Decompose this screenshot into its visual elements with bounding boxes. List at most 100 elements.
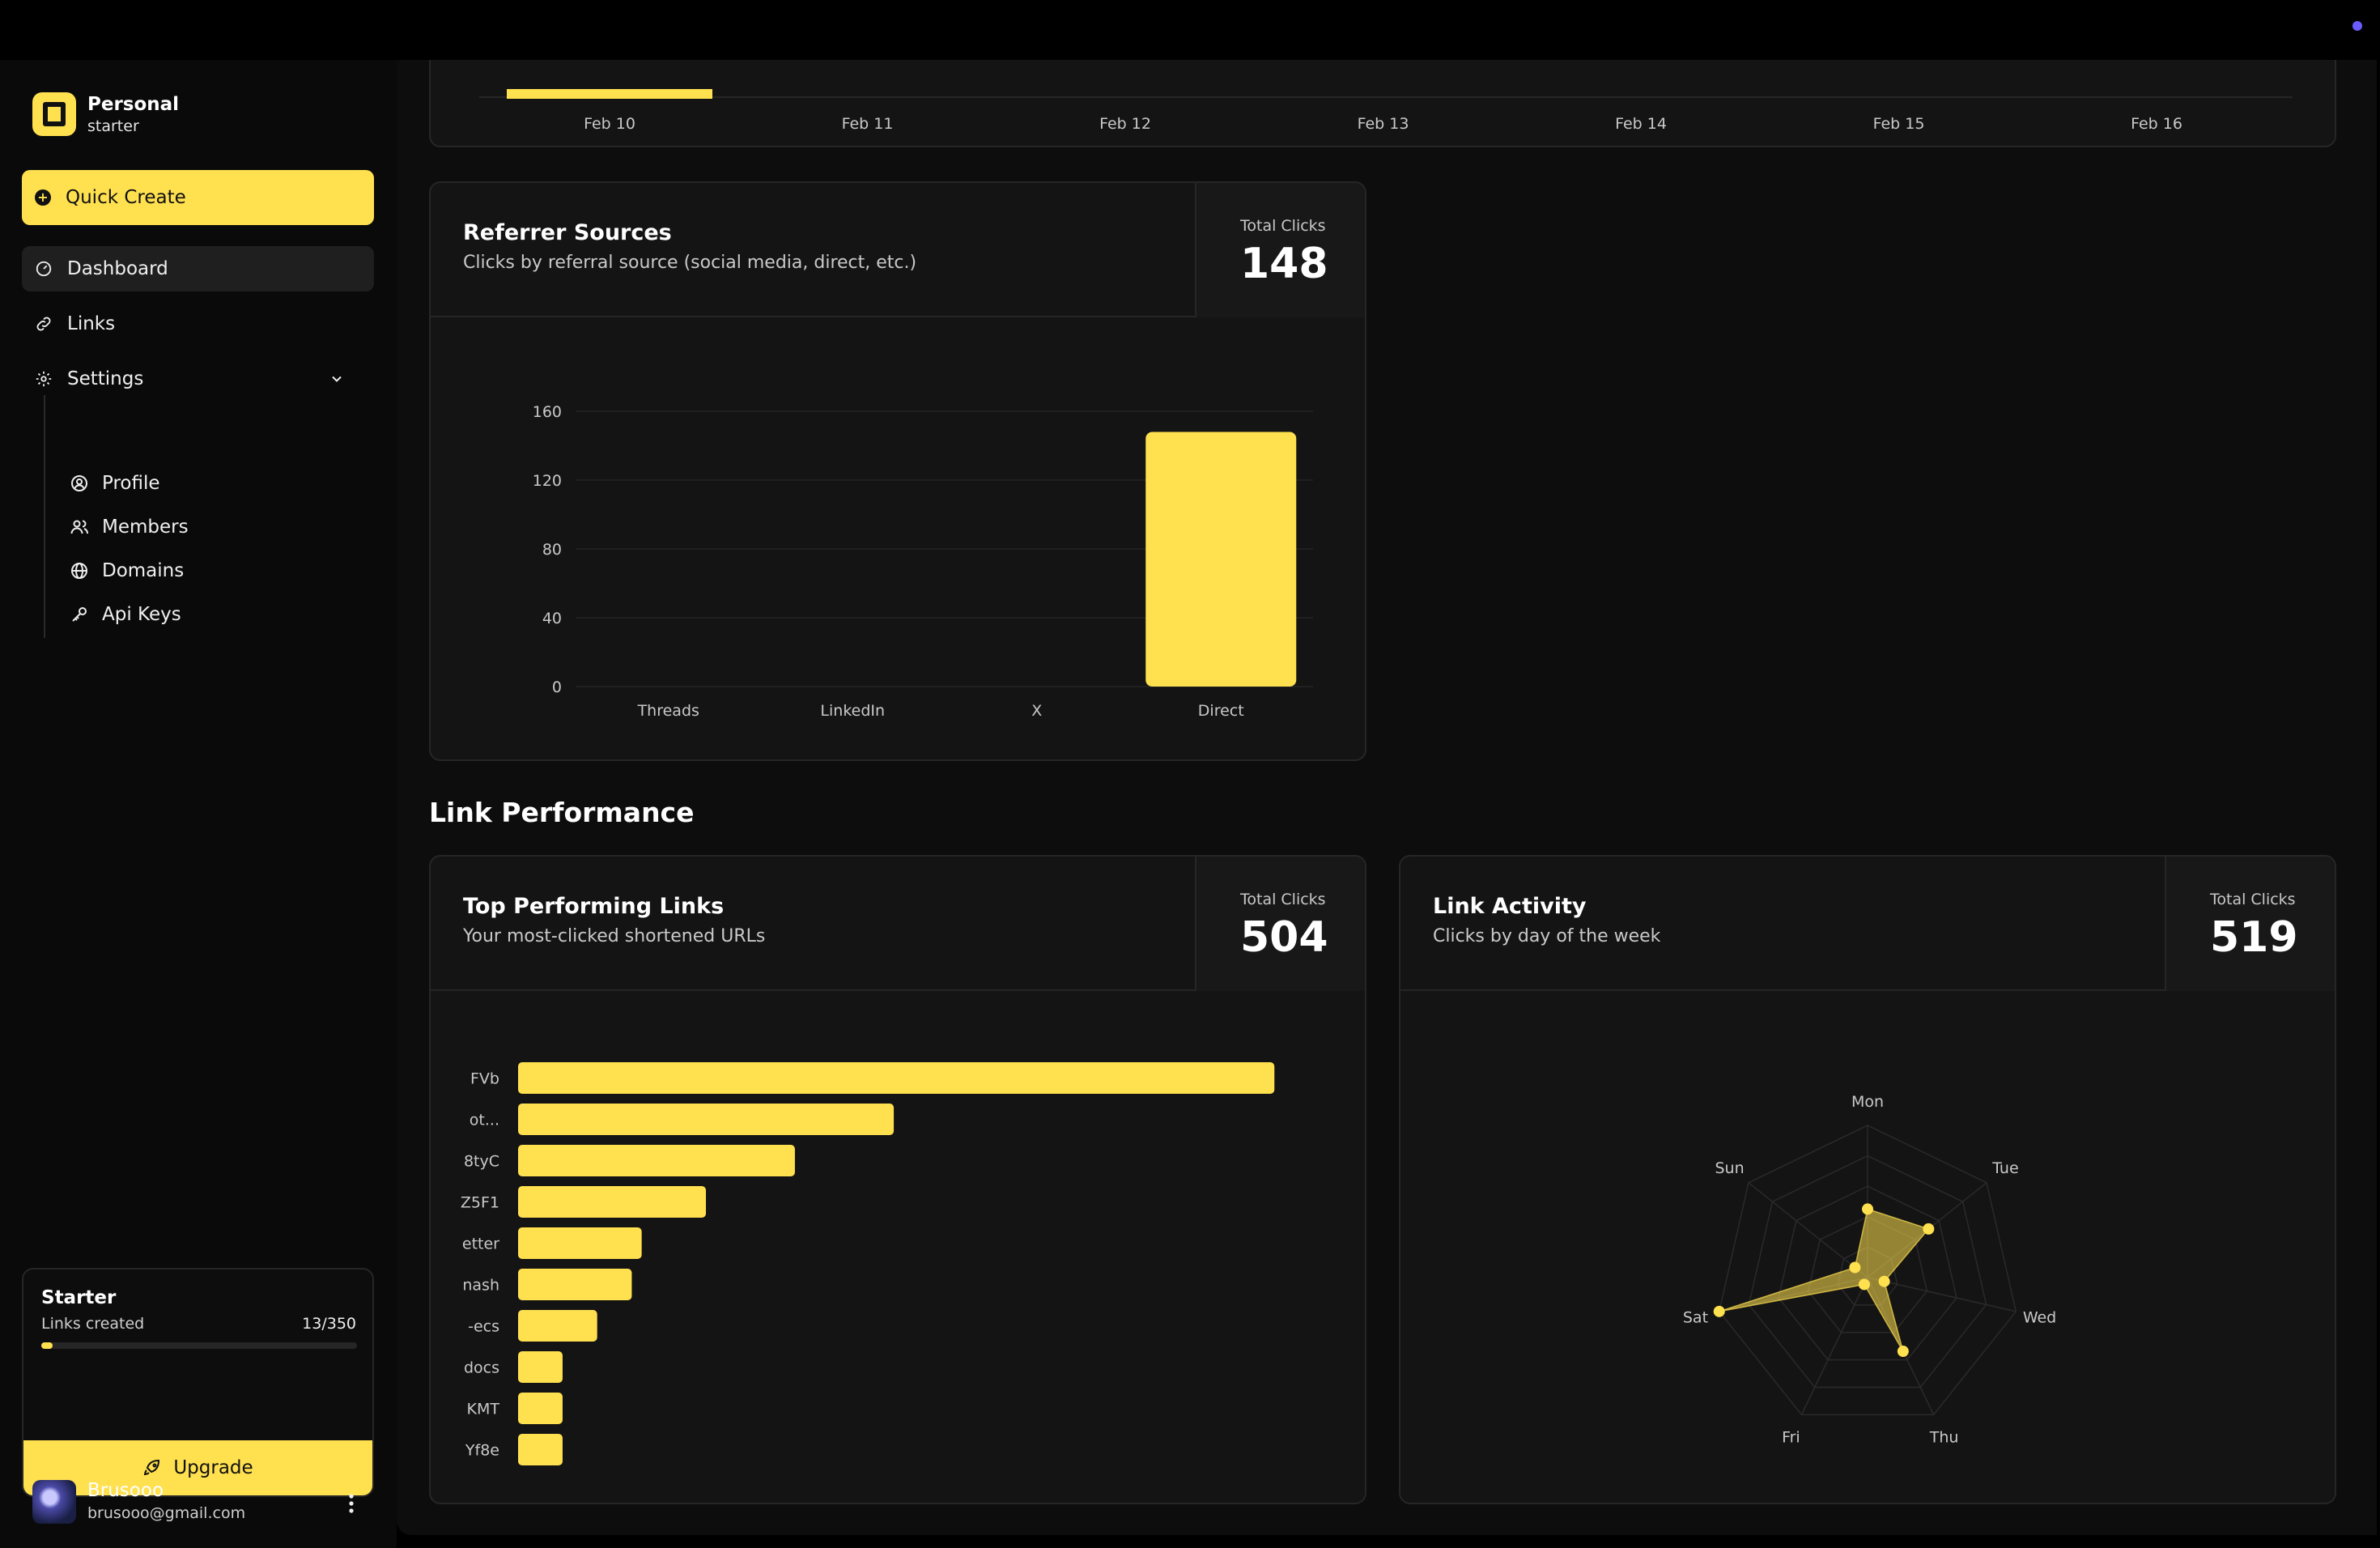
bar[interactable]	[518, 1145, 795, 1176]
radar-point[interactable]	[1897, 1346, 1909, 1358]
plan-progress-track	[41, 1342, 357, 1349]
gauge-icon	[36, 261, 52, 277]
y-tick-label: Z5F1	[461, 1194, 499, 1212]
bar[interactable]	[518, 1227, 642, 1259]
bar[interactable]	[518, 1269, 632, 1300]
user-name: Brusooo	[87, 1480, 164, 1501]
radar-axis-label: Sun	[1715, 1159, 1744, 1177]
radar-point[interactable]	[1878, 1275, 1890, 1287]
stat-label: Total Clicks	[1240, 217, 1326, 235]
y-tick-label: 40	[542, 610, 562, 627]
card-header: Link Activity Clicks by day of the week …	[1400, 857, 2335, 991]
radar-point[interactable]	[1862, 1203, 1873, 1215]
plan-usage-label: Links created	[41, 1315, 145, 1333]
sidebar-item-domains[interactable]: Domains	[70, 551, 184, 591]
radar-area	[1719, 1208, 1930, 1352]
timeline-tick-label: Feb 15	[1873, 115, 1925, 133]
stat-value: 148	[1240, 240, 1328, 288]
bar[interactable]	[518, 1310, 597, 1342]
top-links-bar-chart: FVb ot... 8tyC Z5F1 etter nash -ecs docs KMT Yf8e	[461, 1062, 1275, 1465]
link-icon	[36, 317, 51, 331]
card-header: Top Performing Links Your most-clicked s…	[431, 857, 1365, 991]
sidebar-item-profile[interactable]: Profile	[70, 463, 160, 504]
users-icon	[70, 520, 88, 534]
timeline-tick-label: Feb 13	[1358, 115, 1409, 133]
radar-grid	[1778, 1185, 1957, 1361]
timeline-tick-label: Feb 10	[584, 115, 635, 133]
plus-circle-icon: +	[35, 189, 51, 206]
more-vertical-icon[interactable]	[346, 1493, 356, 1514]
section-title: Link Performance	[429, 797, 695, 828]
radar-axis-label: Wed	[2023, 1309, 2056, 1327]
radar-grid	[1718, 1125, 2017, 1416]
rocket-icon	[144, 1459, 160, 1476]
card-title: Top Performing Links	[463, 894, 725, 919]
y-tick-label: 80	[542, 541, 562, 559]
y-tick-label: nash	[462, 1277, 499, 1295]
quick-create-label: Quick Create	[66, 187, 186, 208]
timeline-tick-label: Feb 14	[1615, 115, 1667, 133]
radar-point[interactable]	[1858, 1278, 1870, 1291]
sidebar-item-api-keys[interactable]: Api Keys	[70, 594, 181, 635]
sidebar: Personal starter + Quick Create Dashboar…	[0, 60, 397, 1548]
total-clicks-stat: Total Clicks 504	[1195, 857, 1365, 991]
bar[interactable]	[518, 1104, 895, 1135]
bar[interactable]	[1145, 432, 1297, 687]
y-tick-label: etter	[462, 1235, 499, 1253]
plan-usage-card: Starter Links created 13/350 Upgrade	[22, 1268, 374, 1497]
quick-create-button[interactable]: + Quick Create	[22, 170, 374, 225]
chevron-down-icon[interactable]	[329, 371, 345, 387]
radar-point[interactable]	[1923, 1223, 1935, 1235]
sidebar-item-members[interactable]: Members	[70, 507, 189, 547]
radar-axis-label: Sat	[1683, 1309, 1708, 1327]
referrer-sources-card: Referrer Sources Clicks by referral sour…	[429, 181, 1366, 761]
radar-spoke	[1748, 1182, 1868, 1278]
y-tick-label: 160	[533, 403, 562, 421]
sidebar-sub-label: Members	[102, 517, 189, 538]
stat-label: Total Clicks	[2210, 891, 2296, 908]
stat-label: Total Clicks	[1240, 891, 1326, 908]
radar-spoke	[1800, 1277, 1868, 1415]
bar[interactable]	[518, 1351, 563, 1383]
sidebar-sub-label: Profile	[102, 473, 160, 494]
plan-usage-count: 13/350	[302, 1315, 356, 1333]
sidebar-item-dashboard[interactable]: Dashboard	[22, 246, 374, 291]
x-tick-label: X	[1031, 702, 1042, 720]
workspace-plan: starter	[87, 117, 139, 135]
card-title: Referrer Sources	[463, 220, 672, 245]
bar[interactable]	[518, 1393, 563, 1424]
workspace-name: Personal	[87, 93, 180, 115]
bar[interactable]	[518, 1434, 563, 1465]
upgrade-button[interactable]: Upgrade	[23, 1440, 372, 1495]
card-subtitle: Clicks by referral source (social media,…	[463, 253, 917, 273]
y-tick-label: 8tyC	[464, 1153, 499, 1171]
radar-spoke	[1867, 1277, 2017, 1312]
y-tick-label: 0	[552, 678, 562, 696]
y-tick-label: ot...	[470, 1112, 499, 1129]
workspace-switcher[interactable]: Personal starter	[32, 92, 179, 136]
sidebar-item-label: Links	[67, 313, 116, 334]
timeline-axis: Feb 10 Feb 11 Feb 12 Feb 13 Feb 14 Feb 15 Feb …	[479, 89, 2293, 133]
radar-point[interactable]	[1713, 1305, 1725, 1317]
plan-progress-fill	[41, 1342, 53, 1349]
bar[interactable]	[518, 1186, 707, 1218]
link-activity-radar-chart: Mon Tue Wed Thu Fri Sat Sun	[1683, 1093, 2056, 1446]
timeline-card: Feb 10 Feb 11 Feb 12 Feb 13 Feb 14 Feb 15 Feb …	[429, 60, 2336, 147]
user-menu[interactable]: Brusooo brusooo@gmail.com	[32, 1469, 372, 1533]
bar[interactable]	[518, 1062, 1275, 1094]
y-tick-label: -ecs	[468, 1318, 499, 1336]
user-email: brusooo@gmail.com	[87, 1504, 246, 1522]
sidebar-item-links[interactable]: Links	[22, 301, 374, 347]
workspace-logo-icon	[32, 92, 76, 136]
avatar	[32, 1480, 76, 1524]
key-icon	[72, 607, 87, 622]
radar-axis-label: Thu	[1929, 1428, 1959, 1446]
radar-point[interactable]	[1849, 1261, 1861, 1274]
sidebar-item-settings[interactable]: Settings	[22, 356, 374, 402]
stat-value: 504	[1240, 913, 1328, 962]
sidebar-sub-label: Api Keys	[102, 604, 181, 625]
card-subtitle: Your most-clicked shortened URLs	[463, 926, 766, 946]
stat-value: 519	[2210, 913, 2298, 962]
total-clicks-stat: Total Clicks 519	[2165, 857, 2335, 991]
radar-axis-label: Mon	[1851, 1093, 1884, 1111]
